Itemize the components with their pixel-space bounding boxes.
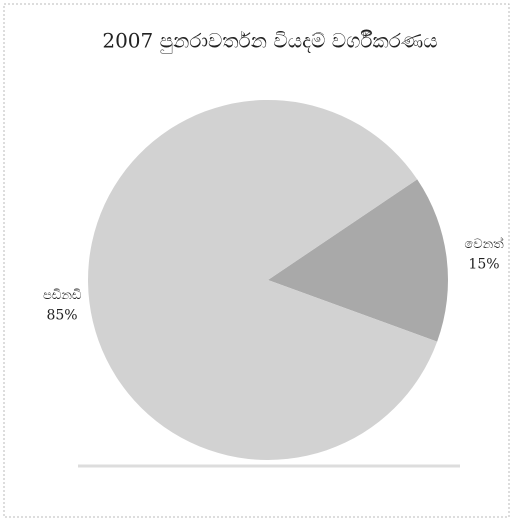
slice-value-label: 85% [46,308,77,324]
slice-value-label: 15% [468,256,499,272]
slice-label: වෙනත් [464,236,504,252]
pie-slice [88,100,438,461]
chart-title: 2007 පුනරාවර්තන වියදම් වර්ගීකරණය [102,29,437,55]
slice-label: පඩිනඩි [43,288,82,303]
pie-slice [268,179,449,342]
